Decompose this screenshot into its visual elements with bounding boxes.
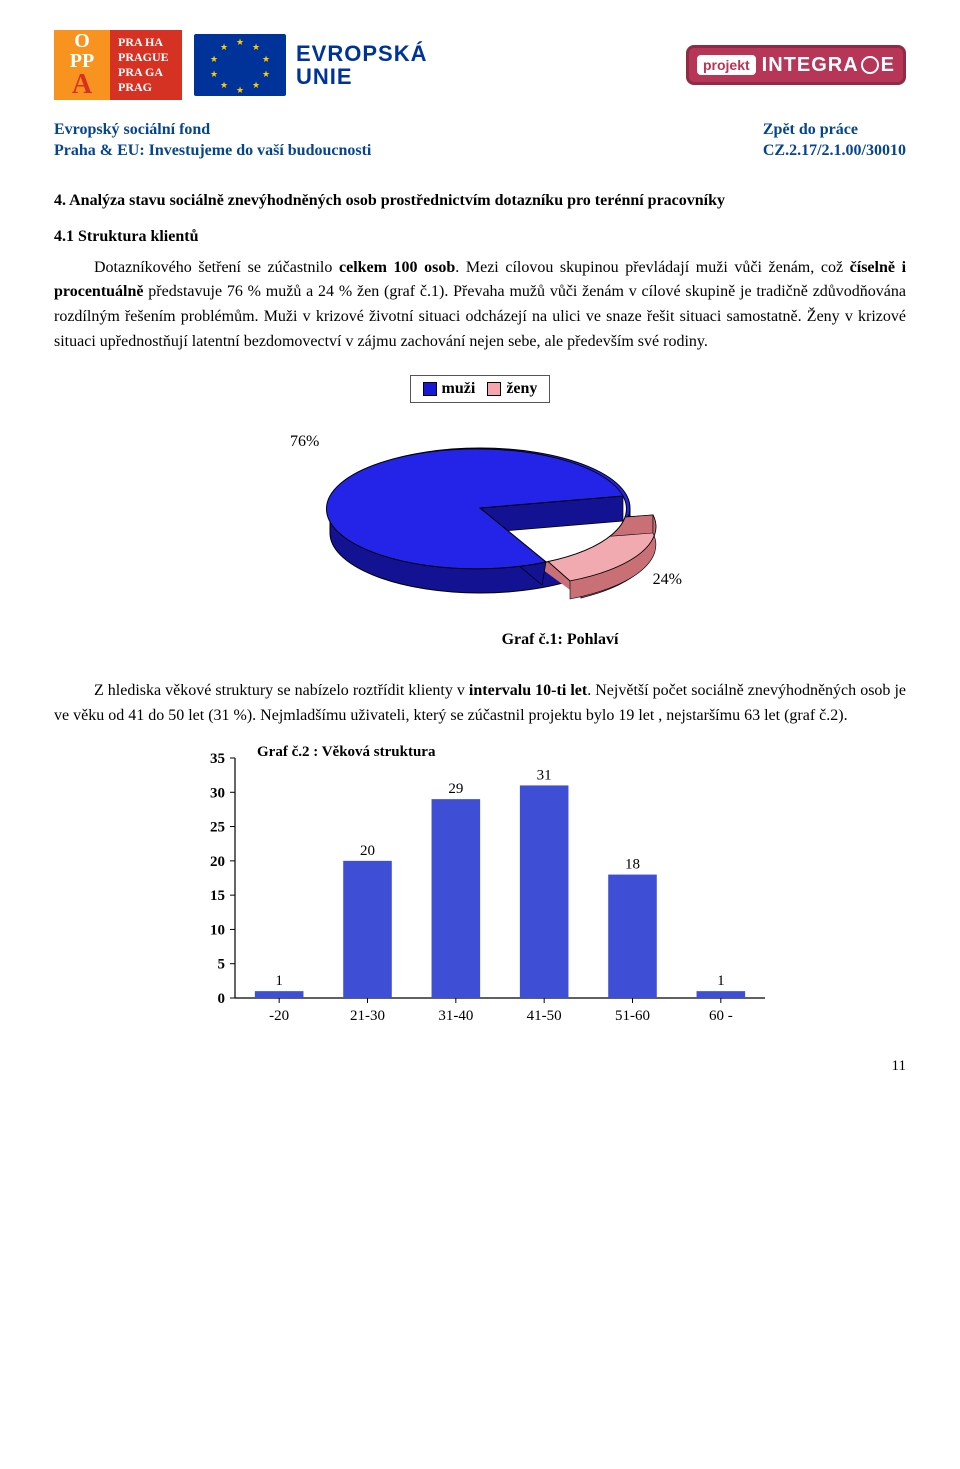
eu-text-line1: EVROPSKÁ: [296, 42, 427, 65]
pie-label-76: 76%: [290, 433, 319, 451]
oppa-pp: PP: [70, 51, 94, 71]
svg-text:30: 30: [210, 786, 225, 802]
legend-swatch-muzi: [423, 382, 437, 396]
paragraph-1: Dotazníkového šetření se zúčastnilo celk…: [54, 256, 906, 355]
svg-text:60 -: 60 -: [709, 1008, 733, 1024]
oppa-city1: PRA HA: [118, 35, 182, 50]
pie-svg: [300, 413, 660, 603]
header-left-line1: Evropský sociální fond: [54, 120, 371, 141]
oppa-o: O: [74, 31, 90, 51]
header-right-line2: CZ.2.17/2.1.00/30010: [763, 141, 906, 162]
eu-text-line2: UNIE: [296, 65, 427, 88]
eu-flag-icon: ★ ★ ★ ★ ★ ★ ★ ★ ★ ★: [194, 34, 286, 96]
p1-seg2: . Mezi cílovou skupinou převládají muži …: [455, 259, 849, 276]
svg-text:10: 10: [210, 923, 225, 939]
header-right-line1: Zpět do práce: [763, 120, 906, 141]
oppa-a: A: [72, 71, 92, 99]
page-number: 11: [54, 1058, 906, 1075]
svg-text:15: 15: [210, 889, 225, 905]
logo-eu: ★ ★ ★ ★ ★ ★ ★ ★ ★ ★ EVROPSKÁ UNIE: [194, 34, 427, 96]
svg-text:18: 18: [625, 857, 640, 873]
pie-caption: Graf č.1: Pohlaví: [54, 631, 906, 649]
p2-seg1: Z hlediska věkové struktury se nabízelo …: [94, 682, 469, 699]
oppa-city4: PRAG: [118, 80, 182, 95]
pie-chart: 76% 24%: [270, 413, 690, 613]
header-left-line2: Praha & EU: Investujeme do vaší budoucno…: [54, 141, 371, 162]
legend-swatch-zeny: [487, 382, 501, 396]
wheelchair-icon: [861, 56, 879, 74]
svg-text:31: 31: [537, 768, 552, 784]
p1-bold1: celkem 100 osob: [339, 259, 455, 276]
p1-seg3: představuje 76 % mužů a 24 % žen (graf č…: [54, 283, 906, 350]
svg-text:-20: -20: [269, 1008, 289, 1024]
header-text-block: Evropský sociální fond Praha & EU: Inves…: [54, 120, 906, 162]
svg-text:21-30: 21-30: [350, 1008, 385, 1024]
heading-4-1: 4.1 Struktura klientů: [54, 228, 906, 246]
header-logos: O PP A PRA HA PRAGUE PRA GA PRAG ★ ★ ★ ★…: [54, 30, 906, 100]
logo-integrace: projekt INTEGRA E: [686, 45, 906, 85]
svg-text:20: 20: [210, 854, 225, 870]
integrace-part2: E: [881, 54, 895, 77]
svg-text:1: 1: [717, 974, 725, 990]
svg-text:25: 25: [210, 820, 225, 836]
svg-text:Graf č.2 : Věková struktura: Graf č.2 : Věková struktura: [257, 744, 436, 760]
svg-text:29: 29: [448, 782, 463, 798]
p2-bold1: intervalu 10-ti let: [469, 682, 587, 699]
bar-chart: 0 5 10 15 20 25 30 35 Graf č.2 : Věková struktur…: [185, 738, 775, 1028]
svg-text:31-40: 31-40: [438, 1008, 473, 1024]
integrace-projekt: projekt: [697, 55, 756, 75]
oppa-city2: PRAGUE: [118, 50, 182, 65]
svg-text:35: 35: [210, 751, 225, 767]
paragraph-2: Z hlediska věkové struktury se nabízelo …: [54, 679, 906, 729]
svg-text:20: 20: [360, 843, 375, 859]
logo-oppa: O PP A PRA HA PRAGUE PRA GA PRAG: [54, 30, 182, 100]
svg-text:0: 0: [218, 991, 226, 1007]
bar-svg: 0 5 10 15 20 25 30 35 Graf č.2 : Věková struktur…: [185, 738, 775, 1028]
p1-seg1: Dotazníkového šetření se zúčastnilo: [94, 259, 339, 276]
integrace-part1: INTEGRA: [762, 54, 859, 77]
legend-label-muzi: muži: [442, 380, 476, 398]
pie-label-24: 24%: [653, 571, 682, 589]
svg-text:41-50: 41-50: [527, 1008, 562, 1024]
svg-text:1: 1: [275, 974, 283, 990]
svg-text:5: 5: [218, 957, 226, 973]
oppa-city3: PRA GA: [118, 65, 182, 80]
pie-legend: muži ženy: [410, 375, 550, 403]
legend-label-zeny: ženy: [506, 380, 537, 398]
heading-4: 4. Analýza stavu sociálně znevýhodněných…: [54, 192, 906, 210]
svg-text:51-60: 51-60: [615, 1008, 650, 1024]
